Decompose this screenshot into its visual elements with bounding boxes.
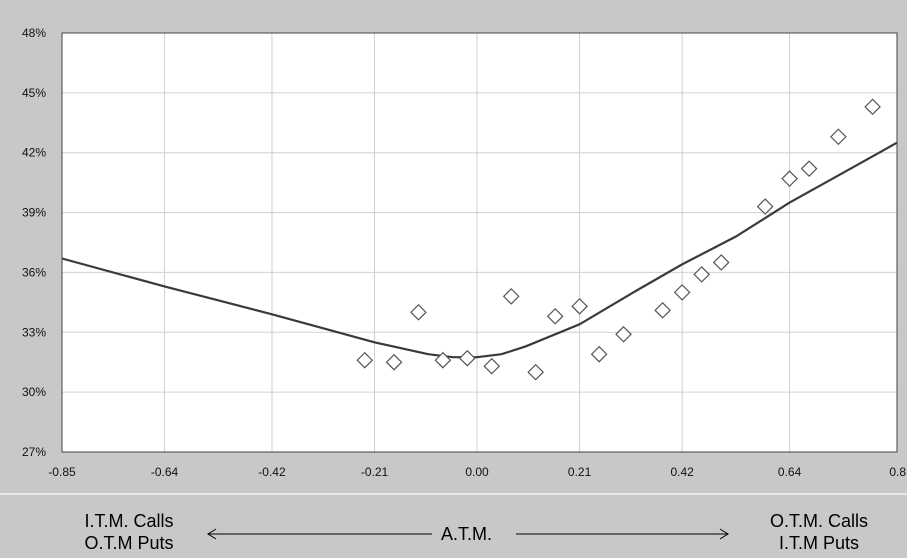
data-point [410,303,427,321]
x-tick-label: 0.64 [778,465,802,479]
data-point [781,170,798,188]
left-label: I.T.M. Calls O.T.M Puts [54,510,204,554]
right-label: O.T.M. Calls I.T.M Puts [744,510,894,554]
x-tick-label: -0.64 [151,465,179,479]
otm-calls-label: O.T.M. Calls [769,511,868,531]
data-point [571,297,588,315]
chart-area: 27% 30% 33% 36% 39% 42% 45% 48% -0.85 -0.64 -0.42 -… [22,26,907,479]
moneyness-arrow [207,528,729,540]
data-point [590,345,608,363]
x-tick-label: 0.00 [465,465,489,479]
data-point [830,128,847,146]
data-point [673,284,691,301]
data-point [434,351,452,369]
data-point [712,254,730,271]
otm-puts-label: O.T.M Puts [84,533,174,553]
x-tick-label: -0.42 [258,465,286,479]
x-tick-label: 0.21 [568,465,592,479]
data-point [458,349,476,367]
data-point [864,98,881,116]
atm-label: A.T.M. [441,524,493,544]
data-point [546,307,564,325]
data-point [502,288,520,305]
data-point [800,160,818,178]
x-tick-label: 0.42 [670,465,694,479]
x-tick-label: -0.85 [48,465,76,479]
y-tick-label: 27% [22,445,46,459]
data-point [483,357,501,375]
volatility-smile-chart: 27% 30% 33% 36% 39% 42% 45% 48% -0.85 -0.64 -0.42 -… [22,26,906,479]
y-tick-label: 45% [22,86,46,100]
data-point [654,301,671,319]
moneyness-legend: I.T.M. Calls O.T.M Puts A.T.M. O.T.M. Ca… [0,495,907,558]
itm-puts-label: I.T.M Puts [778,533,859,553]
y-tick-label: 36% [22,265,46,279]
y-tick-label: 33% [22,325,46,339]
fitted-smile-curve [61,141,898,359]
plot-background [61,32,898,453]
itm-calls-label: I.T.M. Calls [84,511,174,531]
data-point [615,325,632,343]
x-tick-label: -0.21 [361,465,389,479]
y-tick-label: 39% [22,206,46,220]
y-tick-label: 30% [22,385,46,399]
data-point [356,351,374,369]
plot-frame [61,32,898,453]
y-tick-label: 48% [22,26,46,40]
divider [0,493,907,495]
data-point [527,363,545,381]
data-point [756,198,774,215]
data-point [693,266,711,283]
data-point [385,353,403,371]
y-tick-label: 42% [22,146,46,160]
x-tick-label: 0.8 [889,465,906,479]
